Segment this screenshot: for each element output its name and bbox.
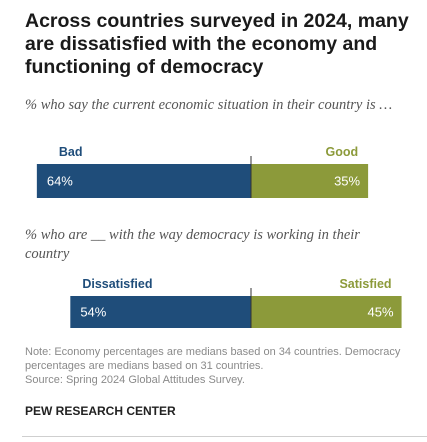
economy-subtitle: % who say the current economic situation… [25, 97, 393, 113]
democracy-label-dissatisfied: Dissatisfied [82, 277, 152, 291]
brand-label: PEW RESEARCH CENTER [25, 404, 176, 418]
bottom-divider [22, 436, 427, 437]
democracy-value-satisfied: 45% [368, 305, 394, 320]
economy-bar-bad [36, 164, 251, 198]
economy-bar-good [251, 164, 369, 198]
source-text: Source: Spring 2024 Global Attitudes Sur… [25, 374, 245, 386]
democracy-bar-dissatisfied [70, 296, 251, 328]
economy-value-good: 35% [334, 174, 360, 189]
democracy-label-satisfied: Satisfied [339, 277, 391, 291]
note-text: Note: Economy percentages are medians ba… [25, 346, 401, 372]
economy-value-bad: 64% [47, 174, 73, 189]
democracy-bar-satisfied [251, 296, 402, 328]
footnote: Note: Economy percentages are medians ba… [25, 345, 420, 387]
economy-label-bad: Bad [59, 145, 83, 159]
economy-label-good: Good [325, 145, 358, 159]
democracy-value-dissatisfied: 54% [80, 305, 106, 320]
democracy-subtitle: % who are __ with the way democracy is w… [25, 227, 360, 262]
chart-title: Across countries surveyed in 2024, many … [25, 10, 409, 78]
